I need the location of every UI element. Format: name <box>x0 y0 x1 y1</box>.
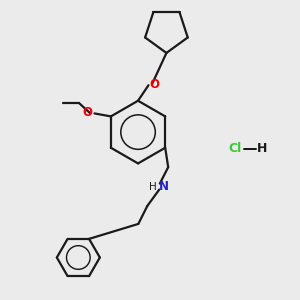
Text: Cl: Cl <box>229 142 242 155</box>
Text: N: N <box>159 180 169 193</box>
Text: O: O <box>150 78 160 92</box>
Text: H: H <box>148 182 156 192</box>
Text: H: H <box>257 142 267 155</box>
Text: O: O <box>82 106 92 119</box>
